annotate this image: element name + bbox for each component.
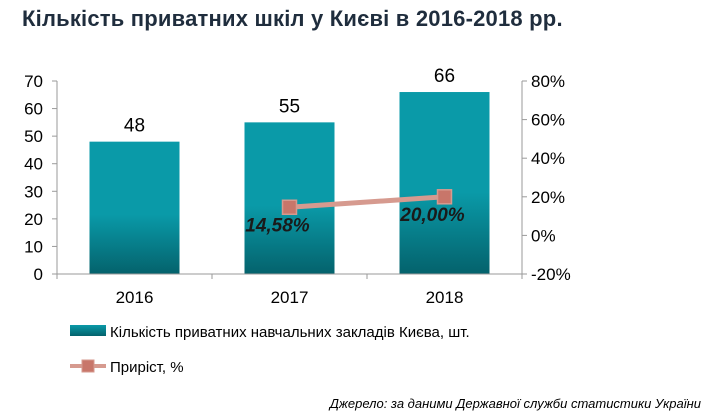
- legend-bar-label: Кількість приватних навчальних закладів …: [110, 324, 470, 341]
- bar-2017: [244, 122, 335, 274]
- y-right-tick-0%: 0%: [531, 226, 556, 245]
- bar-value-label-2018: 66: [434, 66, 455, 87]
- y-left-tick-20: 20: [24, 210, 43, 229]
- growth-value-label-2017: 14,58%: [245, 215, 310, 236]
- x-tick-2017: 2017: [271, 288, 309, 307]
- y-right-tick-40%: 40%: [531, 149, 565, 168]
- y-left-tick-40: 40: [24, 155, 43, 174]
- growth-marker-2017: [281, 199, 298, 216]
- y-left-tick-60: 60: [24, 100, 43, 119]
- line-layer: [281, 189, 453, 216]
- x-tick-2018: 2018: [426, 288, 464, 307]
- y-right-tick-80%: 80%: [531, 72, 565, 91]
- y-left-tick-0: 0: [34, 265, 43, 284]
- growth-value-label-2018: 20,00%: [399, 205, 465, 226]
- bar-2016: [89, 141, 180, 274]
- y-right-tick-20%: 20%: [531, 188, 565, 207]
- source-note: Джерело: за даними Державної служби стат…: [329, 396, 701, 411]
- legend-line-label: Приріст, %: [110, 359, 184, 376]
- bar-value-label-2017: 55: [279, 96, 300, 117]
- y-left-tick-50: 50: [24, 127, 43, 146]
- y-right-tick--20%: -20%: [531, 265, 571, 284]
- data-labels-layer: 48 55 66 14,58% 20,00%: [124, 66, 465, 236]
- chart-title: Кількість приватних шкіл у Києві в 2016-…: [22, 6, 563, 31]
- legend-line-marker: [81, 359, 95, 373]
- y-left-tick-70: 70: [24, 72, 43, 91]
- bars-layer: [89, 92, 490, 275]
- growth-marker-2018: [436, 189, 453, 205]
- axes-layer: 0 10 20 30 40 50 60 70 -20% 0% 20% 40% 60% 80% 2016 201…: [24, 72, 571, 307]
- x-tick-2016: 2016: [116, 288, 154, 307]
- legend: Кількість приватних навчальних закладів …: [70, 324, 470, 376]
- bar-value-label-2016: 48: [124, 116, 145, 137]
- y-right-tick-60%: 60%: [531, 111, 565, 130]
- y-left-tick-10: 10: [24, 237, 43, 256]
- y-left-tick-30: 30: [24, 182, 43, 201]
- legend-bar-swatch: [70, 325, 106, 336]
- bar-2018: [399, 92, 490, 275]
- growth-line: [287, 194, 447, 210]
